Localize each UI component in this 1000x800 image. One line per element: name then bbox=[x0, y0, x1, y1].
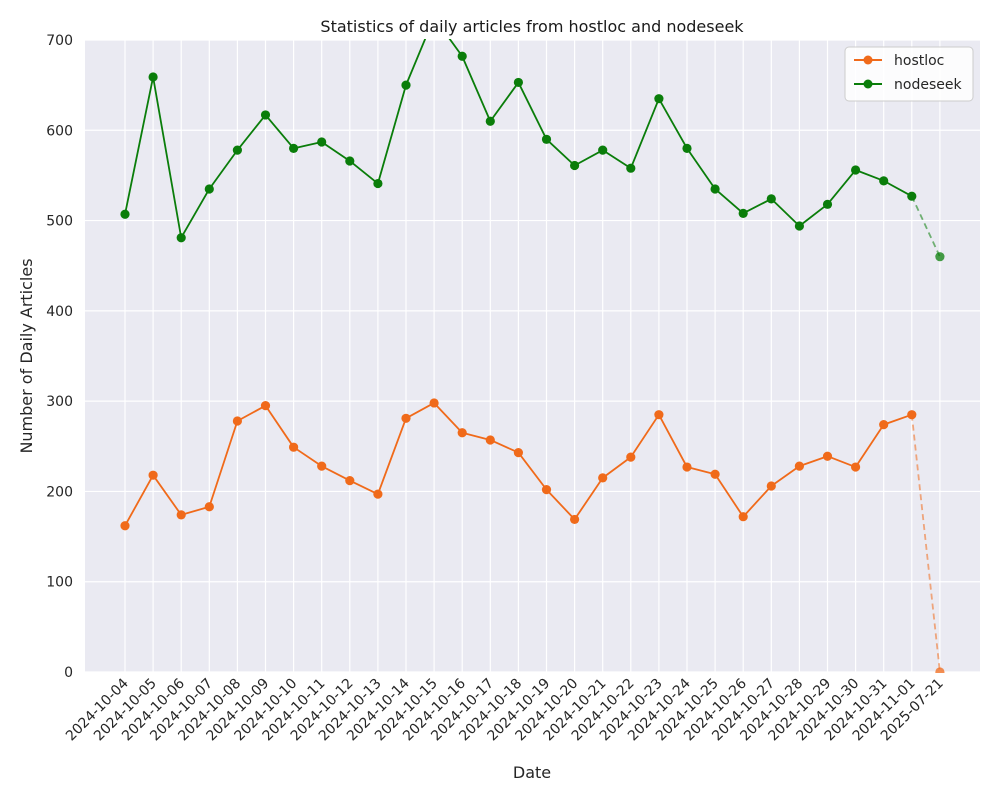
hostloc-point bbox=[794, 461, 805, 471]
hostloc-point bbox=[598, 473, 608, 483]
nodeseek-point bbox=[345, 156, 355, 166]
y-tick-label: 700 bbox=[46, 33, 73, 49]
hostloc-point bbox=[260, 401, 271, 411]
x-axis-label: Date bbox=[513, 763, 551, 782]
nodeseek-point bbox=[879, 176, 889, 186]
hostloc-point bbox=[232, 416, 242, 426]
nodeseek-point bbox=[541, 134, 552, 144]
series-hostloc bbox=[120, 398, 945, 673]
nodeseek-point bbox=[907, 191, 917, 201]
hostloc-point bbox=[879, 420, 889, 430]
nodeseek-point bbox=[513, 77, 524, 88]
nodeseek-point bbox=[176, 233, 186, 243]
legend-marker-hostloc bbox=[863, 55, 873, 65]
hostloc-point bbox=[289, 442, 299, 452]
legend-label-nodeseek: nodeseek bbox=[894, 77, 962, 93]
nodeseek-point bbox=[682, 143, 692, 153]
nodeseek-point bbox=[626, 163, 636, 173]
hostloc-point bbox=[345, 475, 355, 486]
nodeseek-point bbox=[851, 165, 861, 175]
hostloc-point bbox=[682, 462, 692, 472]
nodeseek-point bbox=[822, 199, 833, 209]
nodeseek-point bbox=[738, 208, 748, 218]
y-tick-label: 0 bbox=[64, 665, 73, 681]
nodeseek-point bbox=[373, 178, 383, 189]
hostloc-point bbox=[317, 461, 327, 471]
hostloc-point bbox=[204, 502, 214, 512]
x-axis-ticks: 2024-10-042024-10-052024-10-062024-10-07… bbox=[63, 675, 947, 744]
nodeseek-point bbox=[260, 110, 271, 120]
nodeseek-point bbox=[289, 143, 299, 153]
y-tick-label: 300 bbox=[46, 394, 73, 410]
series-nodeseek bbox=[120, 39, 945, 262]
hostloc-dashed-segment bbox=[910, 414, 941, 673]
nodeseek-point bbox=[457, 51, 467, 61]
y-axis-label: Number of Daily Articles bbox=[17, 258, 36, 453]
nodeseek-point bbox=[598, 145, 608, 155]
series-group bbox=[120, 39, 945, 673]
nodeseek-point bbox=[148, 72, 158, 82]
nodeseek-point bbox=[794, 221, 805, 231]
chart-title: Statistics of daily articles from hostlo… bbox=[320, 17, 744, 36]
hostloc-point bbox=[626, 452, 636, 462]
hostloc-point bbox=[429, 398, 439, 408]
nodeseek-point bbox=[317, 137, 327, 147]
hostloc-point bbox=[710, 469, 720, 479]
y-tick-label: 100 bbox=[46, 575, 73, 591]
y-tick-label: 600 bbox=[46, 123, 73, 139]
legend: hostloc nodeseek bbox=[844, 46, 974, 102]
nodeseek-point bbox=[204, 184, 214, 194]
nodeseek-point bbox=[935, 252, 945, 262]
hostloc-point bbox=[485, 435, 495, 445]
nodeseek-point bbox=[654, 94, 664, 104]
legend-marker-nodeseek bbox=[863, 79, 873, 89]
hostloc-point bbox=[822, 451, 833, 461]
nodeseek-point bbox=[120, 209, 130, 219]
hostloc-point bbox=[120, 521, 130, 531]
hostloc-point bbox=[457, 428, 467, 438]
hostloc-point bbox=[541, 485, 552, 495]
nodeseek-point bbox=[710, 184, 720, 194]
nodeseek-dashed-segment bbox=[910, 195, 941, 258]
y-tick-label: 200 bbox=[46, 484, 73, 500]
hostloc-point bbox=[654, 410, 664, 420]
hostloc-point bbox=[851, 462, 861, 472]
grid bbox=[85, 39, 980, 673]
hostloc-point bbox=[513, 448, 524, 458]
nodeseek-point bbox=[485, 116, 495, 126]
nodeseek-point bbox=[766, 194, 776, 204]
hostloc-point bbox=[373, 489, 383, 499]
nodeseek-point bbox=[570, 160, 580, 171]
nodeseek-point bbox=[401, 80, 411, 90]
plot-area bbox=[85, 40, 980, 672]
hostloc-point bbox=[148, 470, 158, 480]
hostloc-point bbox=[176, 510, 186, 520]
y-tick-label: 400 bbox=[46, 304, 73, 320]
y-axis-ticks: 0 100 200 300 400 500 600 700 bbox=[46, 33, 73, 681]
hostloc-point bbox=[570, 514, 580, 525]
y-tick-label: 500 bbox=[46, 214, 73, 230]
nodeseek-point bbox=[232, 145, 242, 155]
hostloc-point bbox=[401, 413, 411, 423]
hostloc-point bbox=[738, 512, 748, 522]
legend-label-hostloc: hostloc bbox=[894, 53, 944, 69]
hostloc-point bbox=[935, 667, 945, 673]
hostloc-point bbox=[766, 481, 776, 491]
hostloc-point bbox=[907, 410, 917, 420]
